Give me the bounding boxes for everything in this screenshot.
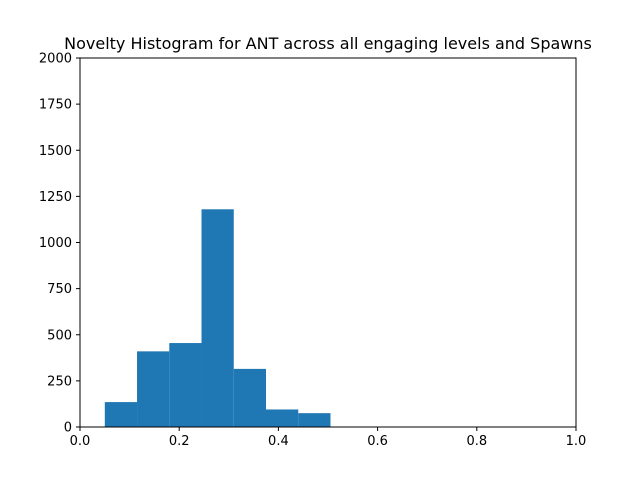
histogram-bar-3: [201, 209, 234, 427]
y-axis: 0 250 500 750 1000 1250 1500 1750 2000: [39, 52, 80, 436]
chart-title: Novelty Histogram for ANT across all eng…: [64, 34, 592, 53]
x-axis: 0.0 0.2 0.4 0.6 0.8 1.0: [70, 427, 587, 449]
y-tick-label: 250: [47, 374, 72, 389]
histogram-bar-4: [233, 368, 266, 427]
y-tick-label: 1500: [39, 144, 72, 159]
histogram-bar-2: [169, 343, 202, 427]
histogram-bar-1: [137, 351, 170, 427]
plot-frame: [79, 57, 577, 428]
y-tick-label: 500: [47, 328, 72, 343]
histogram-bar-5: [266, 409, 299, 427]
x-tick-label: 0.2: [169, 434, 190, 449]
x-tick-label: 1.0: [566, 434, 587, 449]
y-tick-label: 1000: [39, 236, 72, 251]
y-tick-label: 1750: [39, 98, 72, 113]
y-tick-label: 0: [64, 421, 72, 436]
x-tick-label: 0.8: [466, 434, 487, 449]
y-tick-label: 2000: [39, 52, 72, 67]
y-tick-label: 1250: [39, 190, 72, 205]
x-tick-label: 0.6: [367, 434, 388, 449]
x-tick-label: 0.0: [70, 434, 91, 449]
histogram-bar-6: [298, 413, 331, 427]
histogram-bar-0: [104, 402, 138, 427]
y-tick-label: 750: [47, 282, 72, 297]
x-tick-label: 0.4: [268, 434, 289, 449]
bars-group: [104, 209, 331, 427]
